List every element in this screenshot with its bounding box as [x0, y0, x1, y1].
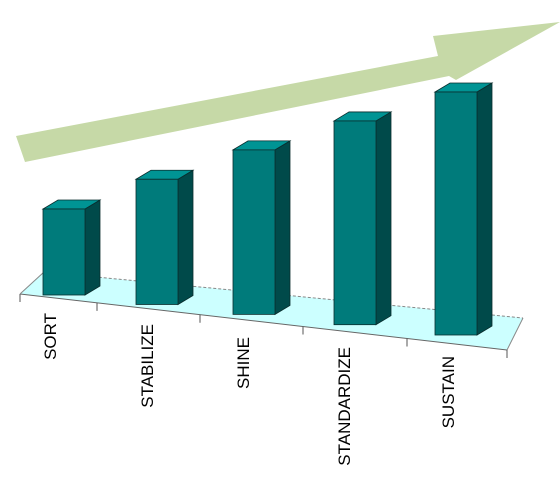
x-tick-label: STABILIZE — [138, 324, 157, 408]
bar-sustain — [433, 82, 494, 336]
bar-front — [232, 149, 276, 315]
bars-group — [41, 82, 494, 336]
x-tick-label: STANDARDIZE — [335, 347, 354, 466]
bar-front — [434, 91, 478, 336]
x-tick-label: SHINE — [234, 337, 253, 389]
x-tick-label: SUSTAIN — [439, 356, 458, 428]
bar-side — [177, 169, 194, 306]
bar-side — [476, 82, 493, 336]
bar-side — [274, 140, 291, 316]
bar-standardize — [332, 111, 393, 326]
bar-sort — [41, 199, 102, 296]
floor-left-edge — [19, 271, 45, 295]
bar-stabilize — [134, 169, 195, 306]
bar-side — [84, 199, 101, 296]
bar-shine — [231, 140, 292, 316]
bar-front — [135, 178, 179, 305]
category-labels: SORT STABILIZE SHINE STANDARDIZE SUSTAIN — [41, 313, 458, 466]
bar-side — [375, 111, 392, 326]
floor-right-edge — [506, 317, 524, 351]
bar-front — [42, 208, 86, 296]
trend-arrow — [16, 22, 560, 162]
x-tick-label: SORT — [41, 313, 60, 360]
floor-front-edge — [19, 293, 508, 351]
bar-front — [333, 120, 377, 326]
